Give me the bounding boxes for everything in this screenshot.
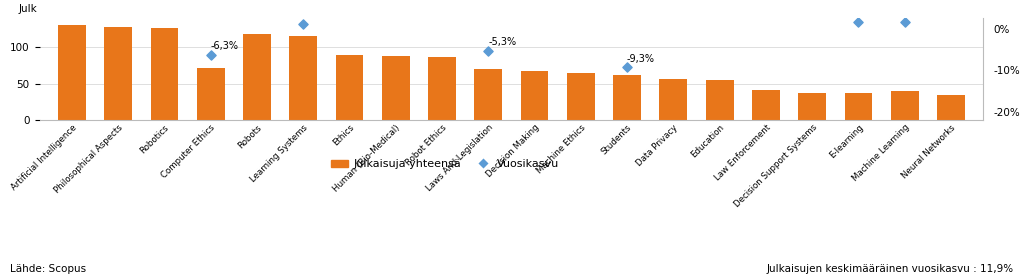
Bar [243,34,271,120]
Bar [937,95,965,120]
Legend: Julkaisuja yhteensä, Vuosikasvu: Julkaisuja yhteensä, Vuosikasvu [327,155,563,174]
Bar [845,93,872,120]
Bar [706,80,733,120]
Bar [613,75,641,120]
Text: Lähde: Scopus: Lähde: Scopus [10,264,86,274]
Bar [428,57,456,120]
Y-axis label: Julk: Julk [18,4,38,14]
Point [203,53,219,57]
Bar [752,90,780,120]
Bar [336,55,364,120]
Bar [567,73,595,120]
Text: -9,3%: -9,3% [627,54,655,64]
Point [295,21,311,26]
Bar [290,36,317,120]
Bar [474,69,502,120]
Bar [382,56,410,120]
Bar [197,68,224,120]
Text: -6,3%: -6,3% [211,41,239,52]
Text: Julkaisujen keskimääräinen vuosikasvu : 11,9%: Julkaisujen keskimääräinen vuosikasvu : … [767,264,1014,274]
Bar [151,28,178,120]
Bar [104,27,132,120]
Point [480,48,497,53]
Point [897,20,913,24]
Bar [799,93,826,120]
Point [850,20,866,24]
Bar [891,91,919,120]
Text: -5,3%: -5,3% [488,37,516,47]
Point [618,65,635,69]
Bar [58,25,86,120]
Bar [659,79,687,120]
Bar [520,71,549,120]
